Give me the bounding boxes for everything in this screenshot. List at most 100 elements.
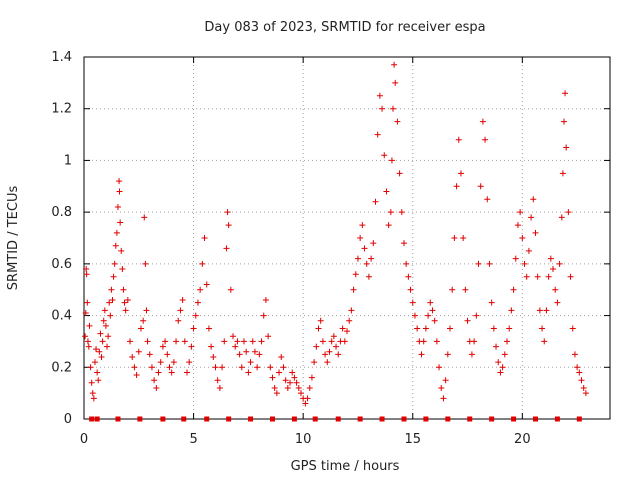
plot-frame [83,56,611,420]
data-point [265,333,272,340]
data-point [262,297,269,304]
data-point [112,242,119,249]
data-point [431,317,438,324]
data-point [539,325,546,332]
data-point [580,384,587,391]
data-point [453,183,460,190]
baseline-marker [137,416,143,422]
grid-lines [84,57,610,419]
data-point [116,178,123,185]
data-point [363,260,370,267]
data-point [374,131,381,138]
data-point [545,273,552,280]
y-axis-label: SRMTID / TECUs [6,186,21,291]
data-point [352,271,359,278]
baseline-marker [89,416,95,422]
data-point [486,260,493,267]
data-point [162,338,169,345]
data-point [109,297,116,304]
data-point [510,286,517,293]
data-point [234,338,241,345]
data-point [159,343,166,350]
y-tick-label: 0.2 [51,360,72,375]
data-point [175,317,182,324]
data-point [101,307,108,314]
data-point [120,286,127,293]
data-point [83,266,90,273]
data-point [293,379,300,386]
data-point [289,369,296,376]
data-point [558,214,565,221]
data-point [442,377,449,384]
data-point [471,338,478,345]
data-point [89,390,96,397]
data-point [488,299,495,306]
data-point [387,209,394,216]
data-point [490,325,497,332]
data-point [90,395,97,402]
data-point [473,312,480,319]
baseline-marker [248,416,254,422]
data-point [449,286,456,293]
data-point [99,338,106,345]
data-point [390,105,397,112]
data-point [497,369,504,376]
data-point [236,351,243,358]
axis-ticks: 0 0.2 0.4 0.6 0.8 1 1.2 1.4 0 5 10 15 20 [51,50,610,447]
data-point [339,325,346,332]
data-point [556,260,563,267]
data-point [82,333,89,340]
data-point [98,353,105,360]
data-point [571,351,578,358]
y-tick-label: 0 [64,412,72,427]
data-point [88,379,95,386]
data-point [383,188,390,195]
data-point [273,390,280,397]
baseline-marker [181,416,187,422]
data-point [482,136,489,143]
data-point [523,273,530,280]
data-point [116,188,123,195]
data-point [245,369,252,376]
baseline-marker [204,416,210,422]
data-point [372,198,379,205]
data-point [429,307,436,314]
data-point [455,136,462,143]
data-point [238,364,245,371]
data-point [346,317,353,324]
data-point [333,343,340,350]
data-point [284,384,291,391]
baseline-marker [115,416,121,422]
data-point [164,351,171,358]
data-point [148,364,155,371]
data-point [532,229,539,236]
data-point [173,338,180,345]
baseline-marker [291,416,297,422]
data-point [517,209,524,216]
data-point [319,338,326,345]
data-point [569,325,576,332]
data-point [414,325,421,332]
data-point [114,203,121,210]
data-point [223,245,230,252]
data-point [86,322,93,329]
data-point [514,222,521,229]
data-point [278,353,285,360]
data-point [141,214,148,221]
data-point [315,325,322,332]
data-point [93,346,100,353]
data-point [451,235,458,241]
data-point [110,273,117,280]
data-point [240,338,247,345]
data-point [104,343,111,350]
data-point [203,281,210,288]
baseline-markers [89,416,582,422]
baseline-marker [401,416,407,422]
data-point [479,118,486,125]
data-point [534,273,541,280]
data-point [508,307,515,314]
baseline-marker [94,416,100,422]
data-point [528,214,535,221]
data-point [133,372,140,379]
data-point [365,273,372,280]
